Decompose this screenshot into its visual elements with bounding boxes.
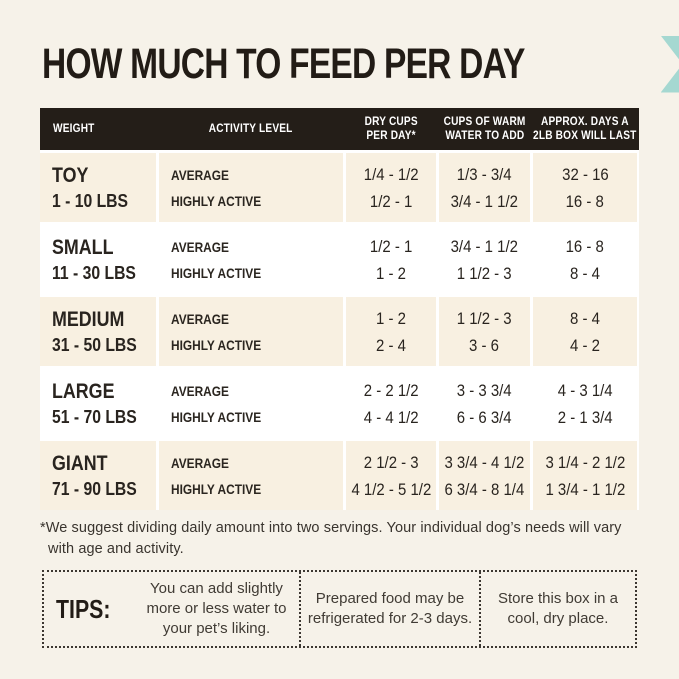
feeding-table: WEIGHT ACTIVITY LEVEL DRY CUPS PER DAY* … (40, 108, 639, 510)
warm-water-cell: 3/4 - 1 1/2 1 1/2 - 3 (439, 225, 530, 294)
weight-size: GIANT (52, 451, 108, 475)
activity-average-label: AVERAGE (171, 166, 229, 183)
days-cell: 16 - 8 8 - 4 (533, 225, 637, 294)
tips-box: TIPS: You can add slightly more or less … (42, 570, 637, 649)
weight-range: 31 - 50 LBS (52, 334, 137, 356)
warm-water-cell: 1/3 - 3/4 3/4 - 1 1/2 (439, 153, 530, 222)
header: HOW MUCH TO FEED PER DAY 2 LB BOX = 8 LB… (0, 0, 679, 94)
column-header-activity-level: ACTIVITY LEVEL (159, 108, 343, 150)
activity-highly-active-label: HIGHLY ACTIVE (171, 192, 262, 209)
weight-size: TOY (52, 163, 89, 187)
tips-label: TIPS: (55, 593, 111, 624)
dry-cups-cell: 2 1/2 - 3 4 1/2 - 5 1/2 (346, 441, 436, 510)
warm-water-cell: 1 1/2 - 3 3 - 6 (439, 297, 530, 366)
dry-cups-cell: 1/4 - 1/2 1/2 - 1 (346, 153, 436, 222)
weight-size: SMALL (52, 235, 114, 259)
activity-average-label: AVERAGE (171, 382, 229, 399)
column-header-weight: WEIGHT (40, 108, 156, 150)
table-row-large: LARGE 51 - 70 LBS AVERAGE HIGHLY ACTIVE … (40, 369, 639, 438)
weight-range: 71 - 90 LBS (52, 478, 137, 500)
dry-cups-cell: 2 - 2 1/2 4 - 4 1/2 (346, 369, 436, 438)
box-equivalence-badge: 2 LB BOX = 8 LBSof FOOD! (660, 35, 679, 93)
table-header-row: WEIGHT ACTIVITY LEVEL DRY CUPS PER DAY* … (40, 108, 639, 150)
days-cell: 32 - 16 16 - 8 (533, 153, 637, 222)
column-header-dry-cups: DRY CUPS PER DAY* (346, 108, 436, 150)
weight-size: MEDIUM (52, 307, 125, 331)
days-cell: 4 - 3 1/4 2 - 1 3/4 (533, 369, 637, 438)
warm-water-cell: 3 - 3 3/4 6 - 6 3/4 (439, 369, 530, 438)
activity-average-label: AVERAGE (171, 238, 229, 255)
activity-highly-active-label: HIGHLY ACTIVE (171, 264, 262, 281)
activity-cell: AVERAGE HIGHLY ACTIVE (159, 153, 343, 222)
activity-highly-active-label: HIGHLY ACTIVE (171, 480, 262, 497)
dry-cups-cell: 1/2 - 1 1 - 2 (346, 225, 436, 294)
weight-range: 51 - 70 LBS (52, 406, 137, 428)
activity-average-label: AVERAGE (171, 310, 229, 327)
weight-cell: TOY 1 - 10 LBS (40, 153, 156, 222)
table-row-giant: GIANT 71 - 90 LBS AVERAGE HIGHLY ACTIVE … (40, 441, 639, 510)
weight-range: 11 - 30 LBS (52, 262, 136, 284)
column-header-warm-water: CUPS OF WARM WATER TO ADD (439, 108, 530, 150)
weight-cell: MEDIUM 31 - 50 LBS (40, 297, 156, 366)
table-row-medium: MEDIUM 31 - 50 LBS AVERAGE HIGHLY ACTIVE… (40, 297, 639, 366)
activity-cell: AVERAGE HIGHLY ACTIVE (159, 441, 343, 510)
weight-cell: GIANT 71 - 90 LBS (40, 441, 156, 510)
page-title: HOW MUCH TO FEED PER DAY (42, 39, 525, 88)
warm-water-cell: 3 3/4 - 4 1/2 6 3/4 - 8 1/4 (439, 441, 530, 510)
table-row-toy: TOY 1 - 10 LBS AVERAGE HIGHLY ACTIVE 1/4… (40, 153, 639, 222)
activity-cell: AVERAGE HIGHLY ACTIVE (159, 297, 343, 366)
tip-refrigeration: Prepared food may be refrigerated for 2-… (299, 572, 479, 647)
column-header-days-box-lasts: APPROX. DAYS A 2LB BOX WILL LAST (533, 108, 637, 150)
tip-storage: Store this box in a cool, dry place. (479, 572, 635, 647)
table-row-small: SMALL 11 - 30 LBS AVERAGE HIGHLY ACTIVE … (40, 225, 639, 294)
weight-cell: LARGE 51 - 70 LBS (40, 369, 156, 438)
weight-range: 1 - 10 LBS (52, 190, 129, 212)
days-cell: 3 1/4 - 2 1/2 1 3/4 - 1 1/2 (533, 441, 637, 510)
activity-highly-active-label: HIGHLY ACTIVE (171, 408, 262, 425)
dry-cups-cell: 1 - 2 2 - 4 (346, 297, 436, 366)
tip-water-adjustment: You can add slightly more or less water … (146, 580, 287, 637)
activity-highly-active-label: HIGHLY ACTIVE (171, 336, 262, 353)
days-cell: 8 - 4 4 - 2 (533, 297, 637, 366)
activity-cell: AVERAGE HIGHLY ACTIVE (159, 369, 343, 438)
weight-cell: SMALL 11 - 30 LBS (40, 225, 156, 294)
activity-cell: AVERAGE HIGHLY ACTIVE (159, 225, 343, 294)
serving-footnote: *We suggest dividing daily amount into t… (40, 520, 622, 558)
activity-average-label: AVERAGE (171, 454, 229, 471)
weight-size: LARGE (52, 379, 115, 403)
